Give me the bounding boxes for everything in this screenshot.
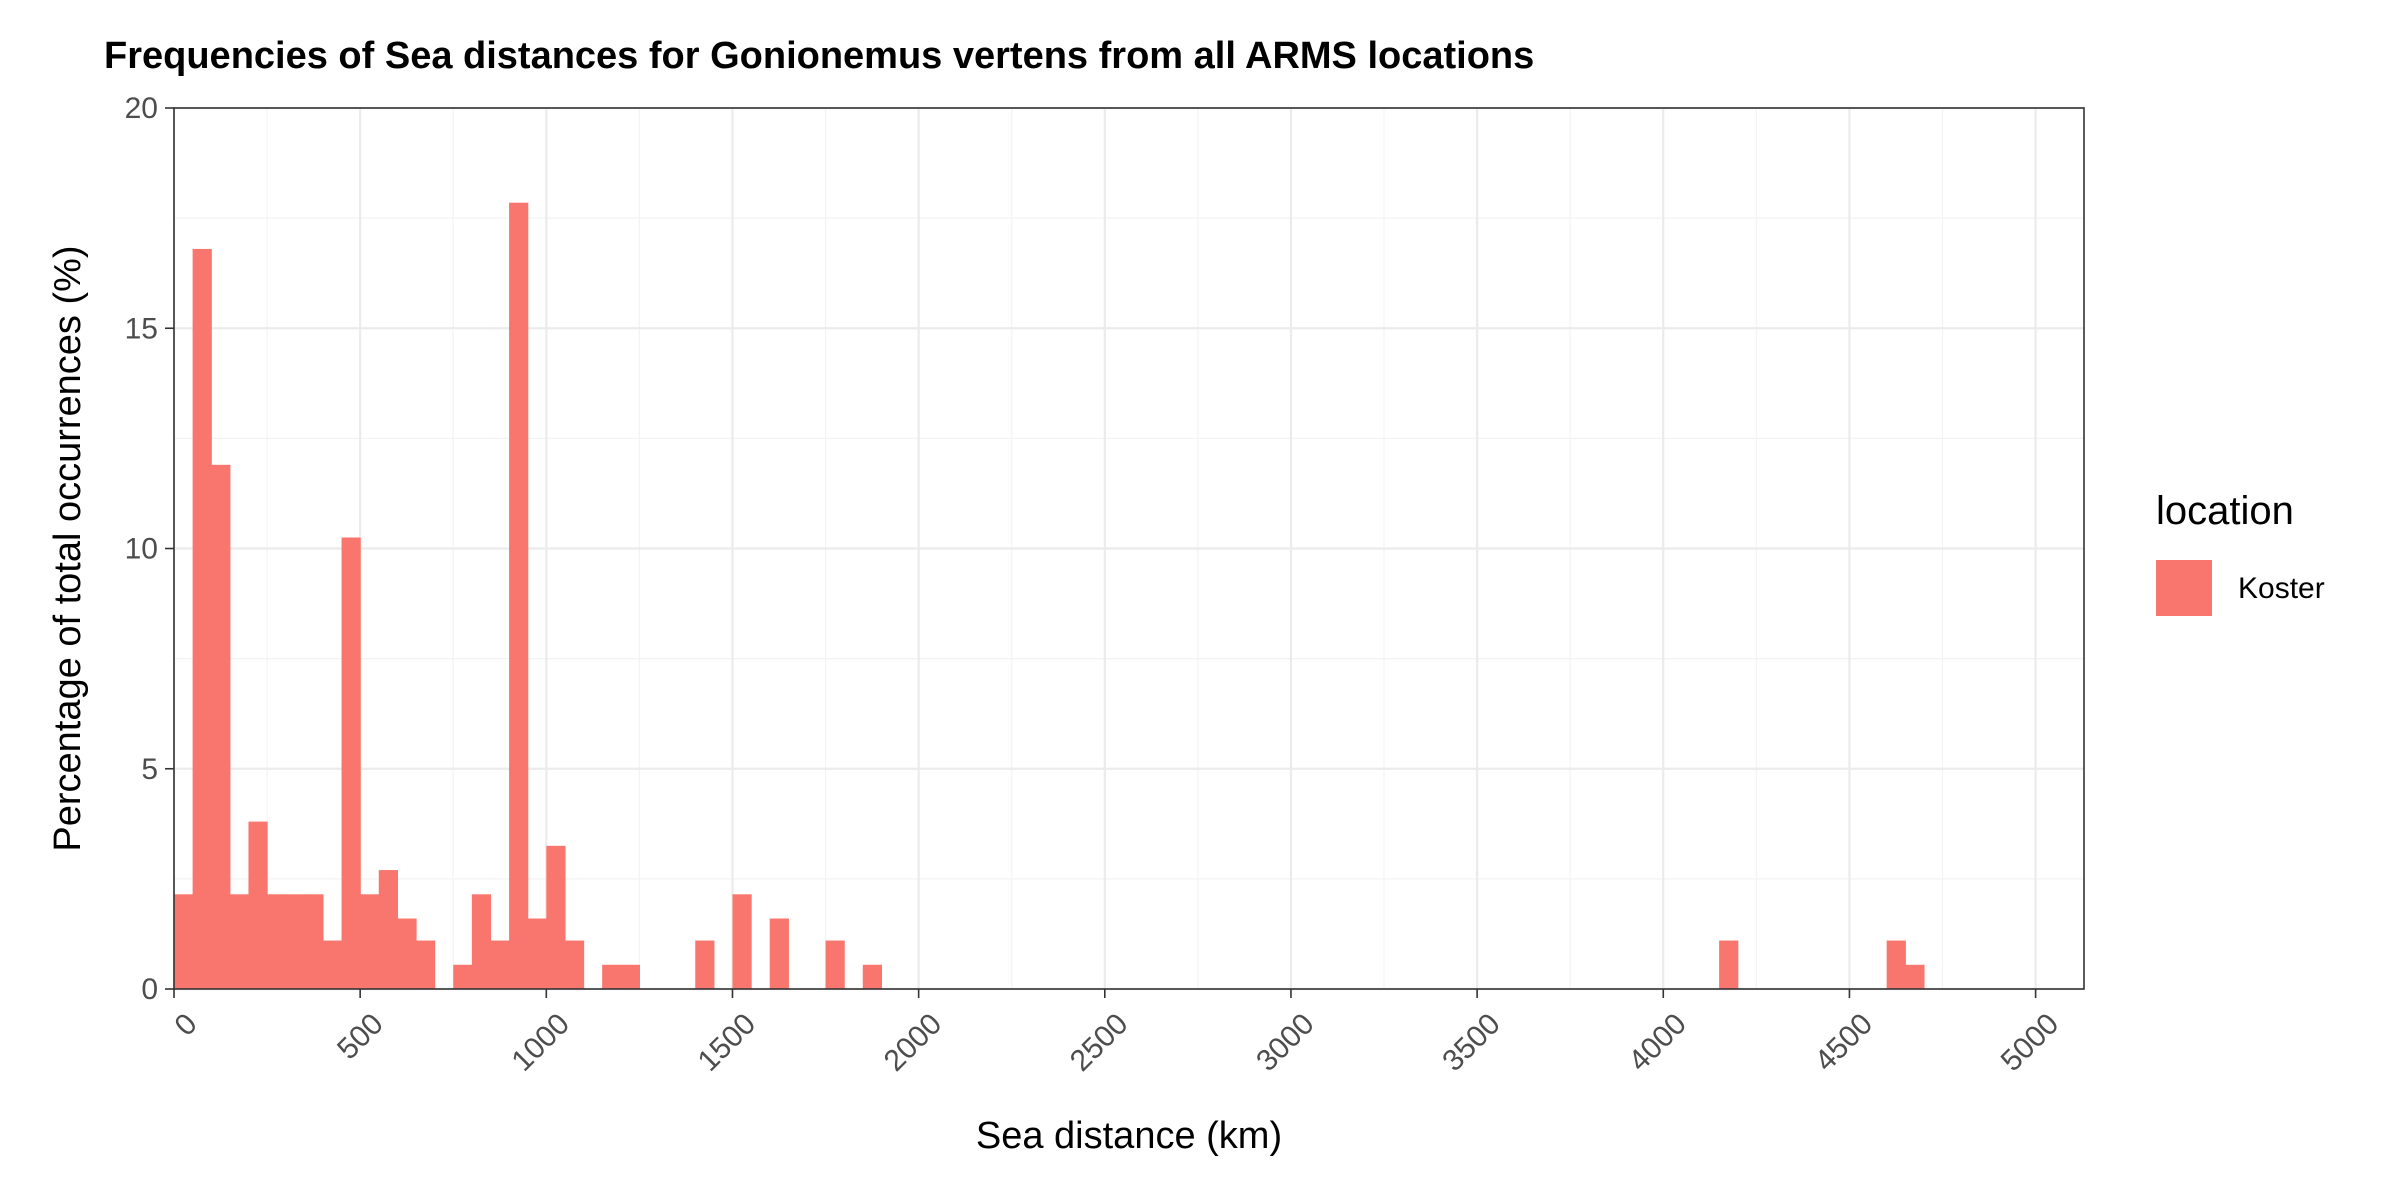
histogram-bar (602, 964, 622, 989)
x-tick-label: 3500 (1436, 1007, 1507, 1078)
x-tick-label: 1000 (505, 1007, 576, 1078)
x-tick-label: 5000 (1995, 1007, 2066, 1078)
histogram-bar (322, 940, 343, 989)
histogram-bar (546, 845, 566, 989)
histogram-bar (1886, 940, 1906, 989)
histogram-bar (229, 894, 250, 989)
y-axis: 0 5 10 15 20 (125, 92, 174, 1006)
legend-title: location (2156, 489, 2294, 533)
histogram-bar (769, 918, 789, 989)
histogram-bar (1719, 940, 1739, 989)
x-tick-label: 3000 (1250, 1007, 1321, 1078)
y-axis-title: Percentage of total occurrences (%) (47, 245, 89, 851)
histogram-bar (471, 894, 492, 989)
y-tick-label: 20 (125, 92, 158, 125)
histogram-bar (564, 940, 585, 989)
histogram-bar (1905, 964, 1925, 989)
grid-lines (172, 106, 2084, 991)
histogram-bar (378, 870, 398, 989)
histogram-bar (174, 894, 194, 989)
bars (174, 202, 1925, 989)
histogram-bar (509, 202, 529, 989)
histogram-bar (248, 821, 268, 989)
histogram-bar (267, 894, 287, 989)
histogram-bar (825, 940, 845, 989)
histogram-bar (862, 964, 883, 989)
histogram-bar (490, 940, 510, 989)
chart-title: Frequencies of Sea distances for Gonione… (104, 35, 1534, 77)
legend-label-koster: Koster (2238, 572, 2325, 605)
x-tick-label: 1500 (692, 1007, 763, 1078)
histogram-bar (732, 894, 752, 989)
histogram-bar (304, 894, 324, 989)
histogram-bar (620, 964, 640, 989)
histogram-bar (527, 918, 547, 989)
histogram-bar (285, 894, 305, 989)
x-tick-label: 4500 (1809, 1007, 1880, 1078)
x-tick-label: 2500 (1064, 1007, 1135, 1078)
x-axis: 0 500 1000 1500 2000 2500 3000 3500 4000 4500 5000 (169, 989, 2066, 1078)
histogram-bar (341, 537, 361, 989)
x-tick-label: 2000 (878, 1007, 949, 1078)
x-tick-label: 0 (169, 1007, 204, 1042)
histogram-bar (416, 940, 436, 989)
legend-key-koster (2156, 560, 2212, 616)
x-tick-label: 4000 (1622, 1007, 1693, 1078)
histogram-bar (695, 940, 715, 989)
histogram-bar (397, 918, 417, 989)
x-axis-title: Sea distance (km) (976, 1115, 1282, 1157)
y-tick-label: 0 (141, 973, 158, 1006)
x-tick-label: 500 (331, 1007, 390, 1066)
y-tick-label: 5 (141, 753, 158, 786)
histogram-bar (192, 248, 212, 989)
histogram-bar (453, 964, 473, 989)
histogram-bar (211, 464, 231, 989)
histogram-bar (360, 894, 380, 989)
legend: location Koster (2156, 489, 2325, 616)
y-tick-label: 10 (125, 533, 158, 566)
y-tick-label: 15 (125, 312, 158, 345)
